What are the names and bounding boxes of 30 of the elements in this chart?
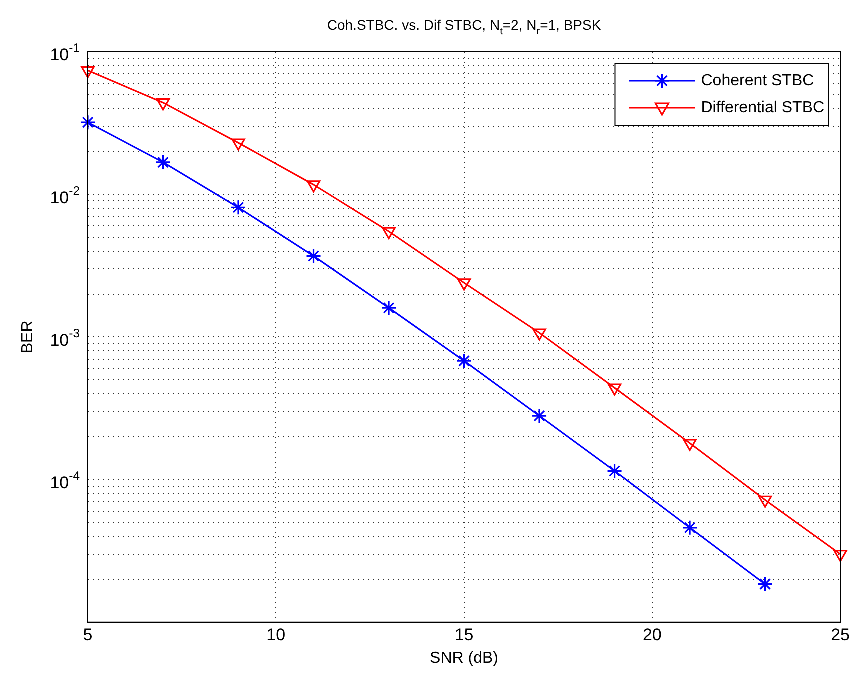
y-axis-title: BER bbox=[19, 320, 36, 354]
point bbox=[532, 408, 548, 424]
point bbox=[81, 66, 95, 78]
point bbox=[758, 496, 772, 508]
point bbox=[608, 384, 622, 396]
point bbox=[382, 227, 396, 240]
point bbox=[683, 439, 697, 452]
point bbox=[606, 463, 623, 479]
point bbox=[456, 353, 472, 369]
point bbox=[532, 328, 546, 341]
point bbox=[230, 200, 246, 216]
point bbox=[381, 300, 397, 316]
x-tick-label: 10 bbox=[266, 625, 286, 644]
x-tick-label: 20 bbox=[642, 625, 662, 644]
point bbox=[757, 576, 774, 592]
x-tick-label: 15 bbox=[454, 625, 474, 644]
legend-label: Coherent STBC bbox=[701, 72, 814, 90]
x-tick-label: 5 bbox=[83, 625, 93, 644]
point bbox=[155, 154, 172, 170]
point bbox=[834, 550, 848, 562]
x-axis-title: SNR (dB) bbox=[430, 650, 498, 667]
point bbox=[306, 180, 321, 193]
point bbox=[457, 278, 472, 291]
point bbox=[80, 114, 96, 130]
x-tick-label: 25 bbox=[831, 625, 850, 644]
point bbox=[306, 248, 322, 264]
point bbox=[682, 520, 698, 536]
point bbox=[156, 98, 170, 111]
legend-label: Differential STBC bbox=[701, 99, 825, 116]
point bbox=[232, 138, 246, 151]
